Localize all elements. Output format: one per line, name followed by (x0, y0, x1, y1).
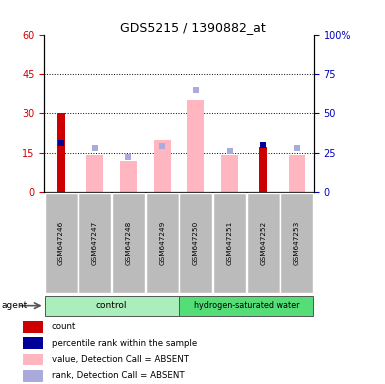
Bar (221, 155, 238, 192)
Bar (45, 193, 78, 293)
Text: agent: agent (2, 301, 28, 310)
Text: GSM647250: GSM647250 (193, 221, 199, 265)
Point (294, 145, 300, 151)
Text: GSM647246: GSM647246 (58, 221, 64, 265)
Point (226, 148, 233, 154)
Text: control: control (96, 301, 127, 310)
Text: count: count (52, 323, 76, 331)
Text: percentile rank within the sample: percentile rank within the sample (52, 339, 197, 348)
Text: GSM647249: GSM647249 (159, 221, 165, 265)
Point (193, 87, 199, 93)
Bar (179, 193, 213, 293)
Bar (259, 147, 268, 192)
Text: value, Detection Call = ABSENT: value, Detection Call = ABSENT (52, 355, 189, 364)
Point (126, 154, 132, 161)
Bar (23, 354, 43, 366)
Bar (57, 113, 65, 192)
Text: GSM647248: GSM647248 (126, 221, 132, 265)
Bar (23, 370, 43, 382)
Bar (247, 193, 280, 293)
Bar (154, 139, 171, 192)
Text: rank, Detection Call = ABSENT: rank, Detection Call = ABSENT (52, 371, 184, 380)
Point (159, 143, 165, 149)
Bar (23, 337, 43, 349)
Point (58, 140, 64, 146)
Bar (187, 100, 204, 192)
Text: GDS5215 / 1390882_at: GDS5215 / 1390882_at (120, 21, 265, 34)
Bar (112, 193, 145, 293)
Bar (146, 193, 179, 293)
Bar (78, 193, 111, 293)
Text: GSM647247: GSM647247 (92, 221, 98, 265)
Text: hydrogen-saturated water: hydrogen-saturated water (194, 301, 299, 310)
Bar (120, 161, 137, 192)
Text: GSM647253: GSM647253 (294, 221, 300, 265)
Bar (179, 296, 313, 316)
Text: GSM647252: GSM647252 (260, 221, 266, 265)
Bar (45, 296, 179, 316)
Bar (213, 193, 246, 293)
Bar (86, 155, 103, 192)
Bar (288, 155, 305, 192)
Point (260, 142, 266, 148)
Text: GSM647251: GSM647251 (226, 221, 233, 265)
Bar (23, 321, 43, 333)
Bar (280, 193, 313, 293)
Point (92, 145, 98, 151)
